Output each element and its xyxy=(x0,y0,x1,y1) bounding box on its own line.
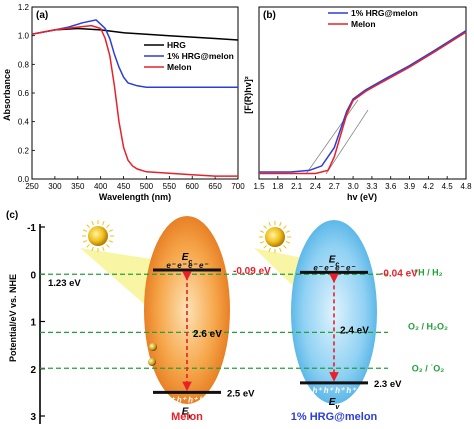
y-tick-label: -1 xyxy=(27,223,36,234)
ev-label: Ev xyxy=(182,406,194,420)
x-tick-label: 250 xyxy=(25,182,39,191)
panel-c-ylabel: Potential/eV vs. NHE xyxy=(8,274,18,362)
particle-icon xyxy=(148,358,156,366)
legend-b-melon: Melon xyxy=(351,19,376,29)
y-tick-label: 0.2 xyxy=(18,146,30,155)
redox-level-label: O₂ / ˙O₂ xyxy=(412,363,445,373)
x-tick-label: 2.7 xyxy=(329,182,341,191)
redox-level-label: O₂ / H₂O₂ xyxy=(408,321,448,331)
x-tick-label: 500 xyxy=(140,182,154,191)
x-tick-label: 4.5 xyxy=(442,182,454,191)
light-beam-melon xyxy=(80,248,160,318)
bandgap-label: 2.4 eV xyxy=(340,326,369,337)
x-tick-label: 3.6 xyxy=(385,182,397,191)
x-tick-label: 400 xyxy=(94,182,108,191)
x-tick-label: 450 xyxy=(117,182,131,191)
series-line-melon xyxy=(259,31,467,175)
x-tick-label: 3.9 xyxy=(404,182,416,191)
x-tick-label: 2.1 xyxy=(291,182,303,191)
electrons-label: e⁻ e⁻ e⁻ e⁻ xyxy=(166,261,208,270)
cb-potential-label: -0.04 eV xyxy=(380,268,418,279)
panel-a-frame xyxy=(31,6,239,180)
panel-c-label: (c) xyxy=(6,210,18,221)
gap-123-label: 1.23 eV xyxy=(48,278,81,289)
y-tick-label: 0.0 xyxy=(18,175,30,184)
x-tick-label: 3.0 xyxy=(348,182,360,191)
x-tick-label: 350 xyxy=(71,182,85,191)
redox-level-label: ⁺H / H₂ xyxy=(413,267,442,277)
holes-label: h⁺ h⁺ h⁺ h⁺ xyxy=(165,395,209,404)
panel-b-ylabel: [F(R)hv]² xyxy=(243,76,253,114)
panel-a-label: (a) xyxy=(36,10,48,21)
x-tick-label: 4.8 xyxy=(460,182,472,191)
y-tick-label: 1.2 xyxy=(18,3,30,12)
vb-potential-label: 2.5 eV xyxy=(227,388,255,399)
cb-potential-label: -0.09 eV xyxy=(233,266,271,277)
y-tick-label: 2 xyxy=(30,365,36,376)
panel-a: (a) 250 300 350 400 450 500 550 600 650 700 0.0 0.2… xyxy=(2,3,245,202)
x-tick-label: 2.4 xyxy=(310,182,322,191)
legend-a-hrg: HRG xyxy=(167,40,186,50)
legend-b-hrgmelon: 1% HRG@melon xyxy=(351,8,418,18)
tangent-hrgmelon xyxy=(305,99,359,175)
legend-a-hrgmelon: 1% HRG@melon xyxy=(167,51,234,61)
sun-icon xyxy=(259,221,291,253)
x-tick-label: 3.3 xyxy=(366,182,378,191)
x-tick-label: 1.5 xyxy=(253,182,265,191)
panel-c: (c) Potential/eV vs. NHE -1 0 1 2 3 ⁺H / H₂ O… xyxy=(6,210,448,424)
tangent-melon xyxy=(325,109,369,175)
y-tick-label: 1 xyxy=(30,318,36,329)
y-tick-label: 3 xyxy=(30,412,36,423)
x-tick-label: 600 xyxy=(186,182,200,191)
x-tick-label: 1.8 xyxy=(272,182,284,191)
ec-label: Ec xyxy=(329,254,340,268)
melon-name: Melon xyxy=(171,411,203,423)
electrons-label: e⁻ e⁻ e⁻ e⁻ xyxy=(313,263,355,272)
ev-label: Ev xyxy=(329,397,341,411)
panel-b: (b) 1.5 1.8 2.1 2.4 2.7 3.0 3.3 3.6 3.9 4.2 4.5 4.8… xyxy=(243,6,472,202)
ec-label: Ec xyxy=(182,252,193,266)
particle-icon xyxy=(149,343,157,351)
y-tick-label: 0.6 xyxy=(18,89,30,98)
bandgap-label: 2.6 eV xyxy=(193,329,222,340)
x-tick-label: 300 xyxy=(48,182,62,191)
x-tick-label: 550 xyxy=(163,182,177,191)
series-line-1hrgmelon xyxy=(259,29,467,173)
panel-a-xlabel: Wavelength (nm) xyxy=(99,192,171,202)
y-tick-label: 1.0 xyxy=(18,32,30,41)
x-tick-label: 650 xyxy=(208,182,222,191)
panel-b-legend: 1% HRG@melon Melon xyxy=(328,8,418,29)
y-tick-label: 0.4 xyxy=(18,118,30,127)
x-tick-label: 4.2 xyxy=(423,182,435,191)
panel-b-xlabel: hv (eV) xyxy=(347,192,377,202)
panel-a-legend: HRG 1% HRG@melon Melon xyxy=(144,40,234,72)
series-line-melon xyxy=(31,24,238,177)
y-tick-label: 0 xyxy=(30,270,36,281)
holes-label: h⁺ h⁺ h⁺ h⁺ xyxy=(312,386,356,395)
hrgmelon-name: 1% HRG@melon xyxy=(291,411,378,423)
legend-a-melon: Melon xyxy=(167,62,192,72)
x-tick-label: 700 xyxy=(231,182,245,191)
sun-icon xyxy=(82,220,114,252)
y-tick-label: 0.8 xyxy=(18,60,30,69)
series-line-1hrgmelon xyxy=(31,19,238,89)
panel-a-ylabel: Absorbance xyxy=(2,69,12,121)
vb-potential-label: 2.3 eV xyxy=(374,379,402,390)
panel-b-label: (b) xyxy=(263,10,276,21)
